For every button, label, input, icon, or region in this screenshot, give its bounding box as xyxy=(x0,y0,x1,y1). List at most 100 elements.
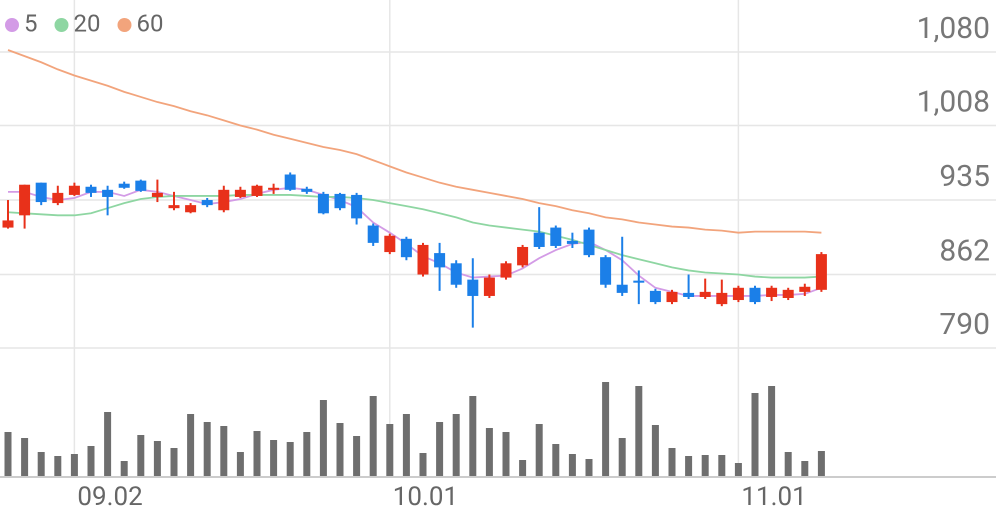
volume-bar xyxy=(87,446,95,476)
candle-body xyxy=(185,205,197,213)
candle-body xyxy=(450,263,462,285)
volume-bar xyxy=(635,386,643,476)
candle-body xyxy=(334,193,346,209)
volume-bar xyxy=(469,396,477,476)
candle-body xyxy=(151,192,163,197)
volume-bar xyxy=(153,441,161,476)
volume-bar xyxy=(319,400,327,476)
candle-body xyxy=(649,290,661,303)
candle-body xyxy=(699,291,711,297)
candle-body xyxy=(251,185,263,196)
volume-bar xyxy=(535,424,543,476)
y-tick-label: 1,080 xyxy=(917,11,990,46)
candle-body xyxy=(218,189,230,211)
legend-swatch xyxy=(117,18,132,32)
volume-bar xyxy=(220,426,228,476)
y-tick-label: 1,008 xyxy=(917,84,990,119)
candle-body xyxy=(367,225,379,243)
volume-bar xyxy=(236,452,244,476)
candle-body xyxy=(201,200,213,206)
ma-line xyxy=(8,186,822,297)
volume-bar xyxy=(651,425,659,476)
candle-body xyxy=(301,188,313,192)
candle-body xyxy=(815,254,827,290)
volume-bar xyxy=(568,454,576,476)
candle-body xyxy=(782,289,794,298)
y-tick-label: 862 xyxy=(939,233,990,268)
volume-bar xyxy=(817,451,825,476)
volume-bar xyxy=(21,438,29,476)
candle-body xyxy=(666,291,678,303)
volume-bar xyxy=(402,414,410,476)
volume-bar xyxy=(718,455,726,476)
volume-bar xyxy=(386,424,394,476)
candle-body xyxy=(716,292,728,305)
volume-bar xyxy=(485,428,493,476)
candle-body xyxy=(102,189,114,197)
candle-body xyxy=(616,284,628,293)
candle-body xyxy=(85,186,97,193)
ma-line xyxy=(7,49,822,234)
legend-swatch xyxy=(54,18,69,32)
candle-body xyxy=(683,292,695,297)
volume-bar xyxy=(502,432,510,476)
candle-body xyxy=(500,263,512,278)
volume-bar xyxy=(253,431,261,476)
volume-bar xyxy=(751,393,759,476)
volume-bar xyxy=(369,396,377,476)
candle-body xyxy=(467,279,479,296)
volume-bar xyxy=(734,463,742,476)
volume-bar xyxy=(353,436,361,476)
volume-bar xyxy=(801,461,809,476)
candle-body xyxy=(19,184,31,216)
volume-bar xyxy=(585,459,593,476)
candle-body xyxy=(517,246,529,266)
candle-body xyxy=(600,257,612,285)
candle-body xyxy=(583,229,595,256)
x-tick-label: 09.02 xyxy=(77,482,142,512)
volume-bar xyxy=(552,444,560,476)
volume-bar xyxy=(452,414,460,476)
volume-bar xyxy=(286,442,294,476)
candle-body xyxy=(533,232,545,247)
volume-bar xyxy=(137,435,145,476)
candle-body xyxy=(351,194,363,219)
candle-body xyxy=(566,240,578,244)
volume-bar xyxy=(187,414,195,476)
candle-body xyxy=(633,280,645,283)
candle-body xyxy=(400,238,412,258)
y-tick-label: 790 xyxy=(939,307,990,342)
x-tick-label: 10.01 xyxy=(393,482,458,512)
volume-bar xyxy=(602,382,610,476)
volume-bar xyxy=(70,454,78,476)
candle-body xyxy=(168,205,180,209)
candle-body xyxy=(268,187,280,190)
candle-body xyxy=(434,253,446,268)
volume-bar xyxy=(419,453,427,476)
candle-body xyxy=(483,277,495,296)
candle-body xyxy=(766,287,778,297)
volume-bar xyxy=(303,432,311,476)
legend-label: 60 xyxy=(136,9,163,37)
volume-bar xyxy=(54,456,62,476)
candle-body xyxy=(749,287,761,303)
y-tick-label: 935 xyxy=(939,159,990,194)
volume-bar xyxy=(668,448,676,476)
candle-body xyxy=(417,244,429,275)
volume-bar xyxy=(519,460,527,476)
volume-bar xyxy=(618,438,626,476)
volume-bar xyxy=(104,412,112,476)
candle-body xyxy=(35,182,47,203)
volume-bar xyxy=(120,461,128,476)
volume-bar xyxy=(436,422,444,476)
volume-bar xyxy=(37,452,45,476)
legend-label: 20 xyxy=(74,9,101,37)
volume-bar xyxy=(270,440,278,476)
volume-bar xyxy=(203,422,211,476)
candle-body xyxy=(234,189,246,197)
volume-bar xyxy=(336,423,344,476)
legend-swatch xyxy=(5,18,19,32)
volume-bar xyxy=(4,432,12,476)
volume-bar xyxy=(784,452,792,476)
